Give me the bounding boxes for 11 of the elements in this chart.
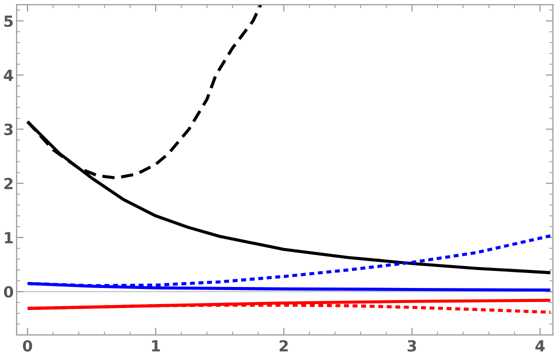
x-tick-label: 4 bbox=[535, 340, 545, 352]
y-tick-label: 1 bbox=[4, 232, 13, 244]
y-tick-label: 3 bbox=[4, 124, 13, 136]
y-tick-label: 0 bbox=[4, 286, 14, 298]
y-tick-label: 4 bbox=[4, 70, 14, 81]
x-tick-label: 1 bbox=[152, 340, 160, 352]
x-tick-label: 0 bbox=[22, 340, 32, 352]
y-tick-label: 5 bbox=[4, 16, 13, 27]
x-tick-label: 3 bbox=[408, 340, 416, 352]
x-tick-label: 2 bbox=[280, 340, 288, 352]
y-tick-label: 2 bbox=[4, 178, 13, 190]
